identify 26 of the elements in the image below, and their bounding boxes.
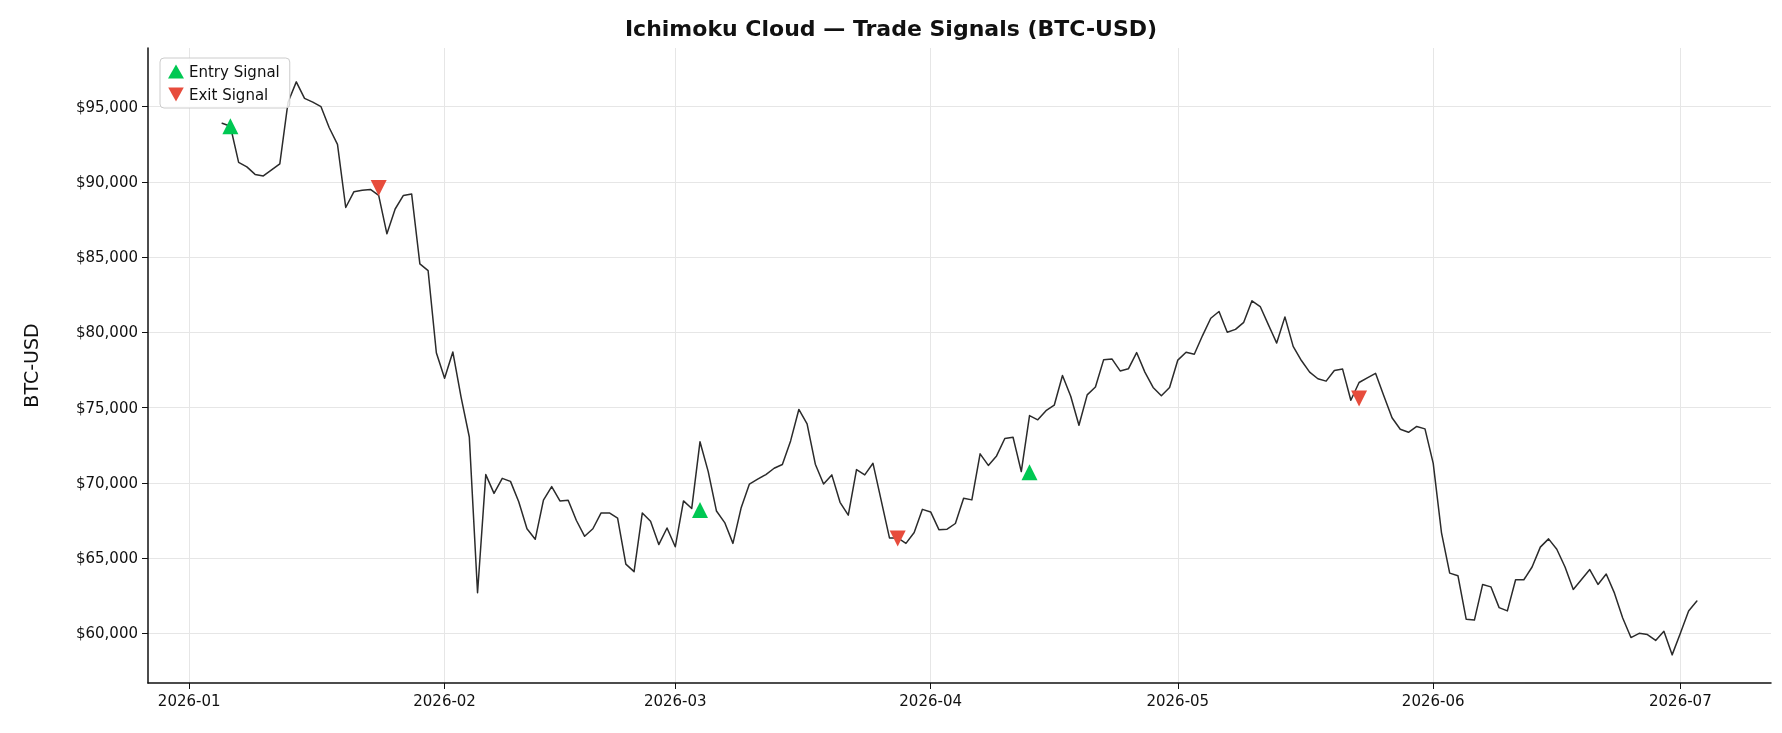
line-series: [221, 81, 1698, 656]
x-tick-label: 2026-02: [413, 691, 476, 710]
x-tick-label: 2026-04: [899, 691, 963, 710]
point: [370, 179, 387, 196]
point: [222, 118, 239, 135]
x-tick-label: 2026-03: [643, 691, 707, 710]
x-tick-label: 2026-05: [1146, 691, 1210, 710]
y-tick-label: $75,000: [75, 398, 138, 417]
y-tick-label: $90,000: [75, 172, 138, 191]
point: [1351, 390, 1368, 407]
x-tick-label: 2026-06: [1401, 691, 1465, 710]
y-tick-label: $70,000: [75, 473, 138, 492]
y-tick-label: $60,000: [75, 624, 138, 643]
point: [1021, 464, 1038, 481]
point: [691, 501, 708, 518]
y-tick-label: $80,000: [75, 323, 138, 342]
x-tick-label: 2026-01: [157, 691, 221, 710]
y-tick-label: $85,000: [75, 248, 138, 267]
y-tick-label: $65,000: [75, 549, 138, 568]
y-tick-label: $95,000: [75, 97, 138, 116]
y-axis-title: BTC-USD: [19, 323, 42, 408]
point: [889, 530, 906, 547]
legend-label: Exit Signal: [189, 85, 269, 104]
legend-label: Entry Signal: [189, 62, 280, 81]
x-tick-label: 2026-07: [1649, 691, 1712, 710]
chart-title: Ichimoku Cloud — Trade Signals (BTC-USD): [624, 15, 1158, 41]
